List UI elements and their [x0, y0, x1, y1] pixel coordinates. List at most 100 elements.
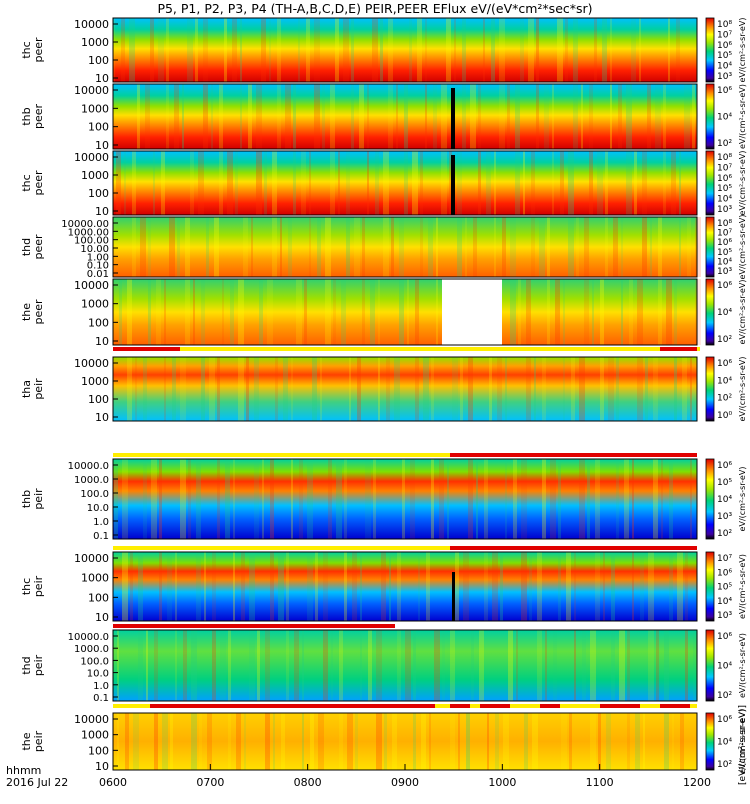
texture-streak — [637, 357, 643, 421]
texture-streak — [166, 18, 169, 82]
texture-streak — [233, 459, 235, 539]
colorbar-tick-label: 10² — [717, 529, 732, 539]
spectrogram-panel: 10000 1000 100 10 thepeir 10⁶ 10⁴ 10² eV/(cm²-s-… — [20, 709, 747, 774]
texture-streak — [668, 18, 670, 82]
texture-streak — [592, 279, 594, 345]
texture-streak — [658, 217, 662, 277]
panel-species: peer — [32, 299, 45, 325]
y-tick-label: 10.0 — [87, 669, 109, 680]
panel-frame — [112, 83, 698, 150]
texture-streak — [536, 84, 539, 149]
texture-streak — [376, 713, 382, 770]
texture-streak — [685, 552, 688, 621]
colorbar-unit: eV/(cm²-s-sr-eV) — [738, 709, 747, 774]
panel-probe: thc — [20, 578, 33, 595]
texture-streak — [354, 217, 360, 277]
panel-species: peir — [32, 488, 45, 510]
texture-streak — [606, 713, 611, 770]
y-tick-label: 0.1 — [93, 693, 109, 704]
colorbar — [705, 150, 715, 216]
texture-streak — [277, 84, 281, 149]
texture-streak — [209, 357, 215, 421]
colorbar-tick-label: 10⁷ — [717, 554, 732, 564]
texture-streak — [233, 552, 235, 621]
texture-streak — [558, 552, 561, 621]
colorbar-tick-label: 10⁶ — [717, 86, 732, 96]
texture-streak — [264, 151, 267, 215]
texture-streak — [653, 357, 658, 421]
texture-streak — [695, 279, 701, 345]
flag-segment — [480, 704, 510, 708]
spectrogram-fill — [113, 18, 697, 82]
texture-streak — [396, 84, 398, 149]
texture-streak — [449, 151, 452, 215]
texture-streak — [394, 357, 400, 421]
texture-streak — [151, 459, 157, 539]
texture-streak — [188, 459, 191, 539]
texture-streak — [412, 151, 418, 215]
texture-streak — [420, 217, 423, 277]
texture-streak — [510, 217, 516, 277]
texture-streak — [547, 279, 550, 345]
colorbar — [705, 712, 715, 771]
texture-streak — [515, 151, 520, 215]
texture-streak — [323, 630, 328, 701]
texture-streak — [256, 84, 262, 149]
colorbar — [705, 83, 715, 150]
y-tick-label: 100 — [88, 744, 109, 757]
texture-streak — [198, 151, 204, 215]
texture-streak — [183, 630, 187, 701]
texture-streak — [318, 713, 324, 770]
quality-flag-bar — [113, 347, 700, 351]
texture-streak — [214, 217, 219, 277]
texture-streak — [378, 357, 380, 421]
texture-streak — [602, 18, 607, 82]
texture-streak — [362, 217, 365, 277]
texture-streak — [161, 151, 165, 215]
texture-streak — [635, 713, 640, 770]
texture-streak — [404, 151, 408, 215]
texture-streak — [589, 151, 593, 215]
texture-streak — [240, 18, 242, 82]
texture-streak — [484, 459, 488, 539]
texture-streak — [450, 630, 455, 701]
texture-streak — [574, 630, 576, 701]
texture-streak — [594, 18, 597, 82]
texture-streak — [211, 84, 213, 149]
texture-streak — [642, 217, 647, 277]
spectrogram-fill — [113, 713, 697, 770]
texture-streak — [285, 84, 291, 149]
colorbar-unit: eV/(cm²-s-sr-eV) — [738, 280, 747, 345]
y-tick-label: 0.10 — [87, 261, 109, 272]
texture-streak — [573, 84, 578, 149]
texture-streak — [523, 151, 525, 215]
colorbar-unit: eV/(cm²-s-sr-eV) — [738, 633, 747, 698]
texture-streak — [346, 217, 350, 277]
colorbar-unit: eV/(cm²-s-sr-eV) — [738, 84, 747, 149]
texture-streak — [568, 151, 574, 215]
y-tick-label: 10 — [95, 760, 109, 773]
colorbar-tick-label: 10⁴ — [717, 495, 732, 505]
texture-streak — [413, 713, 416, 770]
texture-streak — [637, 279, 643, 345]
colorbar-unit: eV/(cm²-s-sr-eV) — [738, 357, 747, 422]
colorbar — [705, 216, 715, 278]
texture-streak — [323, 552, 328, 621]
texture-streak — [610, 18, 612, 82]
spectrogram-fill — [113, 357, 697, 421]
texture-streak — [256, 151, 262, 215]
x-tick-label: 1100 — [586, 776, 614, 789]
texture-streak — [158, 18, 164, 82]
y-tick-label: 10 — [95, 139, 109, 152]
panel-probe: thd — [20, 656, 33, 674]
colorbar-tick-label: 10³ — [717, 267, 732, 277]
y-tick-label: 1.0 — [93, 681, 109, 692]
colorbar-tick-label: 10² — [717, 139, 732, 149]
colorbar-unit-bottom: [eV/(cm²-s-sr-eV)] — [738, 705, 748, 785]
texture-streak — [573, 18, 578, 82]
panel-label: thbpeir — [20, 488, 45, 510]
texture-streak — [558, 459, 561, 539]
flag-segment — [660, 704, 690, 708]
y-tick-label: 100 — [88, 393, 109, 406]
